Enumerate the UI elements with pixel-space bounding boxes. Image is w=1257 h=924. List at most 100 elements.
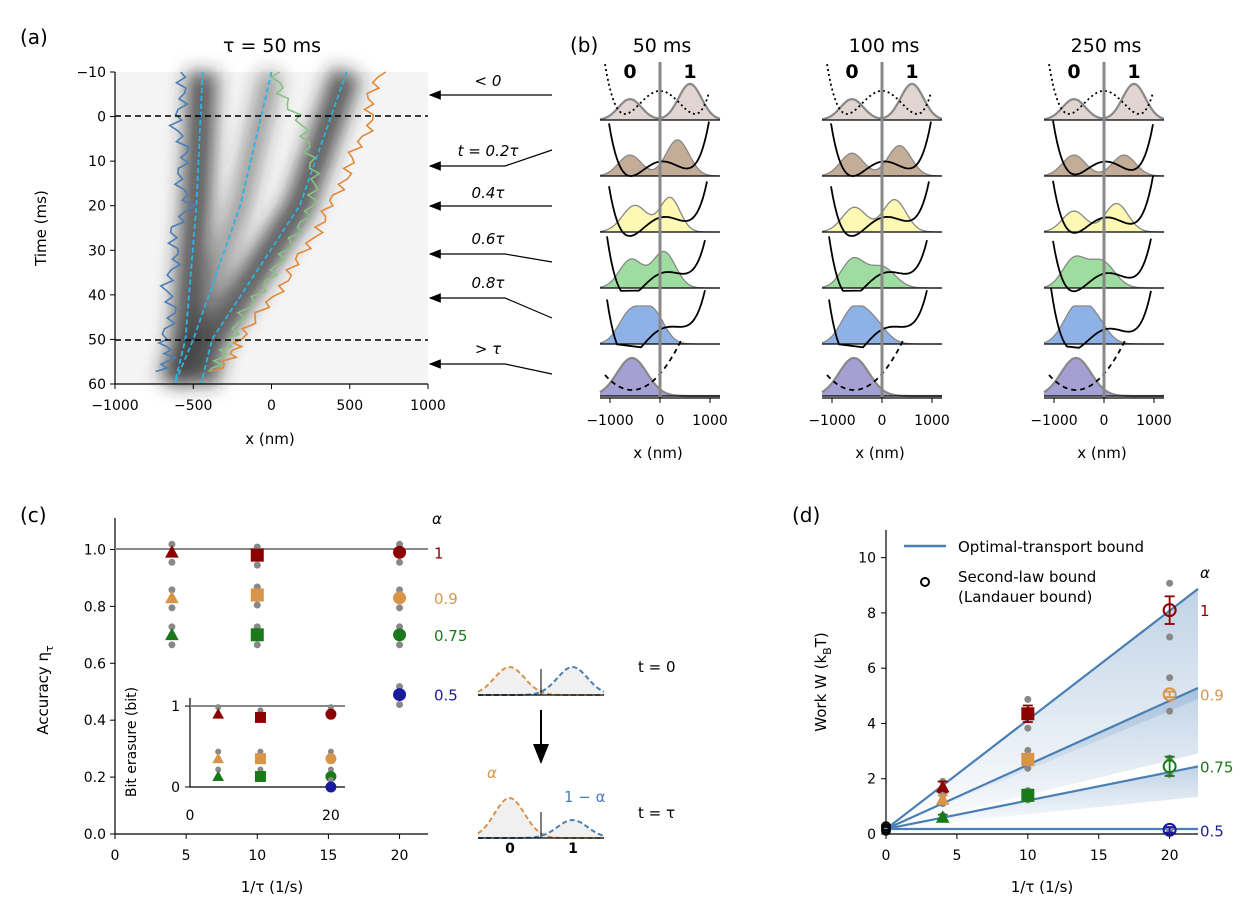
replicate-point (1024, 746, 1032, 754)
distribution-fill (600, 358, 720, 396)
accuracy-point-1 (165, 545, 179, 558)
legend: Optimal-transport bound Second-law bound… (904, 538, 1144, 606)
x-tick-label: 0 (111, 848, 120, 864)
alpha-label-0.9: 0.9 (1200, 686, 1224, 704)
x-tick-label: 0 (1100, 413, 1109, 429)
inset-replicate (215, 766, 222, 773)
work-point-0.75 (935, 810, 950, 823)
inset-point-0.75 (254, 770, 266, 782)
x-tick-label: 20 (391, 848, 409, 864)
accuracy-point-0.9 (165, 590, 179, 604)
mean-path (173, 71, 273, 385)
schematic-one-minus-alpha: 1 − α (564, 788, 606, 806)
x-tick-label: −1000 (91, 398, 138, 414)
x-tick-label: 1000 (410, 398, 446, 414)
y-tick-label: 4 (867, 716, 876, 732)
inset-y-tick-label: 1 (171, 699, 180, 715)
inset-x-tick-label: 20 (322, 808, 340, 824)
bound-line-0.9 (885, 686, 1199, 831)
work-point-0.9 (1021, 752, 1035, 766)
inset-replicate (327, 704, 334, 711)
replicate-point (396, 604, 404, 612)
replicate-point (1166, 707, 1174, 715)
legend-line-label: Optimal-transport bound (958, 538, 1144, 556)
legend-circle-label-2: (Landauer bound) (958, 588, 1092, 606)
replicate-point (396, 558, 404, 566)
x-tick-label: −1000 (1030, 413, 1077, 429)
accuracy-points (165, 540, 407, 709)
alpha-symbol: α (432, 510, 442, 528)
stage-label: < 0 (475, 72, 502, 90)
x-tick-label: 0 (882, 848, 891, 864)
panel-b-label: (b) (570, 33, 598, 57)
alpha-symbol: α (1200, 564, 1210, 582)
replicate-point (1024, 764, 1032, 772)
inset-replicate (215, 748, 222, 755)
x-tick-label: 0 (656, 413, 665, 429)
schematic-ttau-label: t = τ (638, 804, 675, 822)
alpha-labels: 1 0.9 0.75 0.5 (1200, 602, 1233, 841)
y-axis-label-main: Accuracy η (34, 652, 52, 735)
x-tick-label: 500 (336, 398, 363, 414)
panel-d: (d) 0 2 4 6 8 10 0 5 10 15 20 1/τ (1/s) Work W (kB… (792, 503, 1233, 896)
inset-point-0.5 (325, 781, 337, 793)
replicate-point (253, 601, 261, 609)
schematic-initial-fill (478, 667, 604, 695)
distribution-fill (1044, 358, 1164, 396)
alpha-label-0.75: 0.75 (434, 627, 467, 645)
x-tick-label: 5 (952, 848, 961, 864)
y-tick-label: 10 (858, 551, 876, 567)
replicate-point (1024, 695, 1032, 703)
alpha-label-0.75: 0.75 (1200, 758, 1233, 776)
schematic-t0-label: t = 0 (638, 658, 676, 676)
panel-a-title: τ = 50 ms (223, 35, 321, 57)
x-tick-label: 10 (1019, 848, 1037, 864)
trajectory-orange (210, 71, 387, 373)
stage-label: 0.8τ (472, 274, 506, 292)
distribution-fill (600, 139, 720, 176)
bound-line-0.75 (885, 765, 1199, 831)
x-axis-label: 1/τ (1/s) (1011, 878, 1074, 896)
inset-point-0.75 (212, 770, 225, 781)
column-1: 100 ms 0 1 −1000 0 1000 x (nm) (808, 35, 950, 462)
accuracy-point-0.5 (393, 688, 407, 702)
y-tick-label: 0 (867, 827, 876, 843)
inset-point-1 (325, 708, 337, 720)
state-1-label: 1 (1127, 61, 1140, 83)
landauer-point (881, 825, 891, 836)
y-label-end: T) (812, 632, 830, 648)
potential-curve (828, 236, 928, 292)
work-point-0.75 (1162, 759, 1177, 774)
y-tick-label: 0.2 (84, 770, 106, 786)
column-2: 250 ms 0 1 −1000 0 1000 x (nm) (1030, 35, 1172, 462)
y-tick-label: 0.4 (84, 713, 106, 729)
replicate-point (168, 586, 176, 594)
distribution-fill (1044, 155, 1164, 176)
trajectory-green (208, 71, 322, 373)
replicate-point (396, 701, 404, 709)
inset-point-0.9 (254, 753, 266, 765)
column-title: 100 ms (849, 35, 920, 57)
mean-path (173, 71, 204, 385)
alpha-labels: 1 0.9 0.75 0.5 (434, 544, 467, 704)
y-tick-label: 0.6 (84, 656, 106, 672)
y-tick-label: 10 (88, 154, 106, 170)
trajectories (155, 71, 387, 385)
x-tick-label: 1000 (914, 413, 950, 429)
legend-circle-swatch (920, 577, 930, 587)
replicate-point (253, 641, 261, 649)
potential-curve (1052, 238, 1152, 293)
stage-arrow (428, 149, 553, 171)
panel-a-label: (a) (20, 25, 48, 49)
replicate-point (168, 623, 176, 631)
x-tick-label: 15 (319, 848, 337, 864)
potential-curve (1048, 63, 1154, 115)
panel-d-label: (d) (792, 503, 820, 527)
stage-arrow (428, 359, 553, 375)
inset-replicate (215, 704, 222, 711)
accuracy-point-0.75 (165, 627, 179, 641)
stage-arrow (428, 293, 553, 319)
accuracy-point-0.9 (250, 588, 264, 602)
